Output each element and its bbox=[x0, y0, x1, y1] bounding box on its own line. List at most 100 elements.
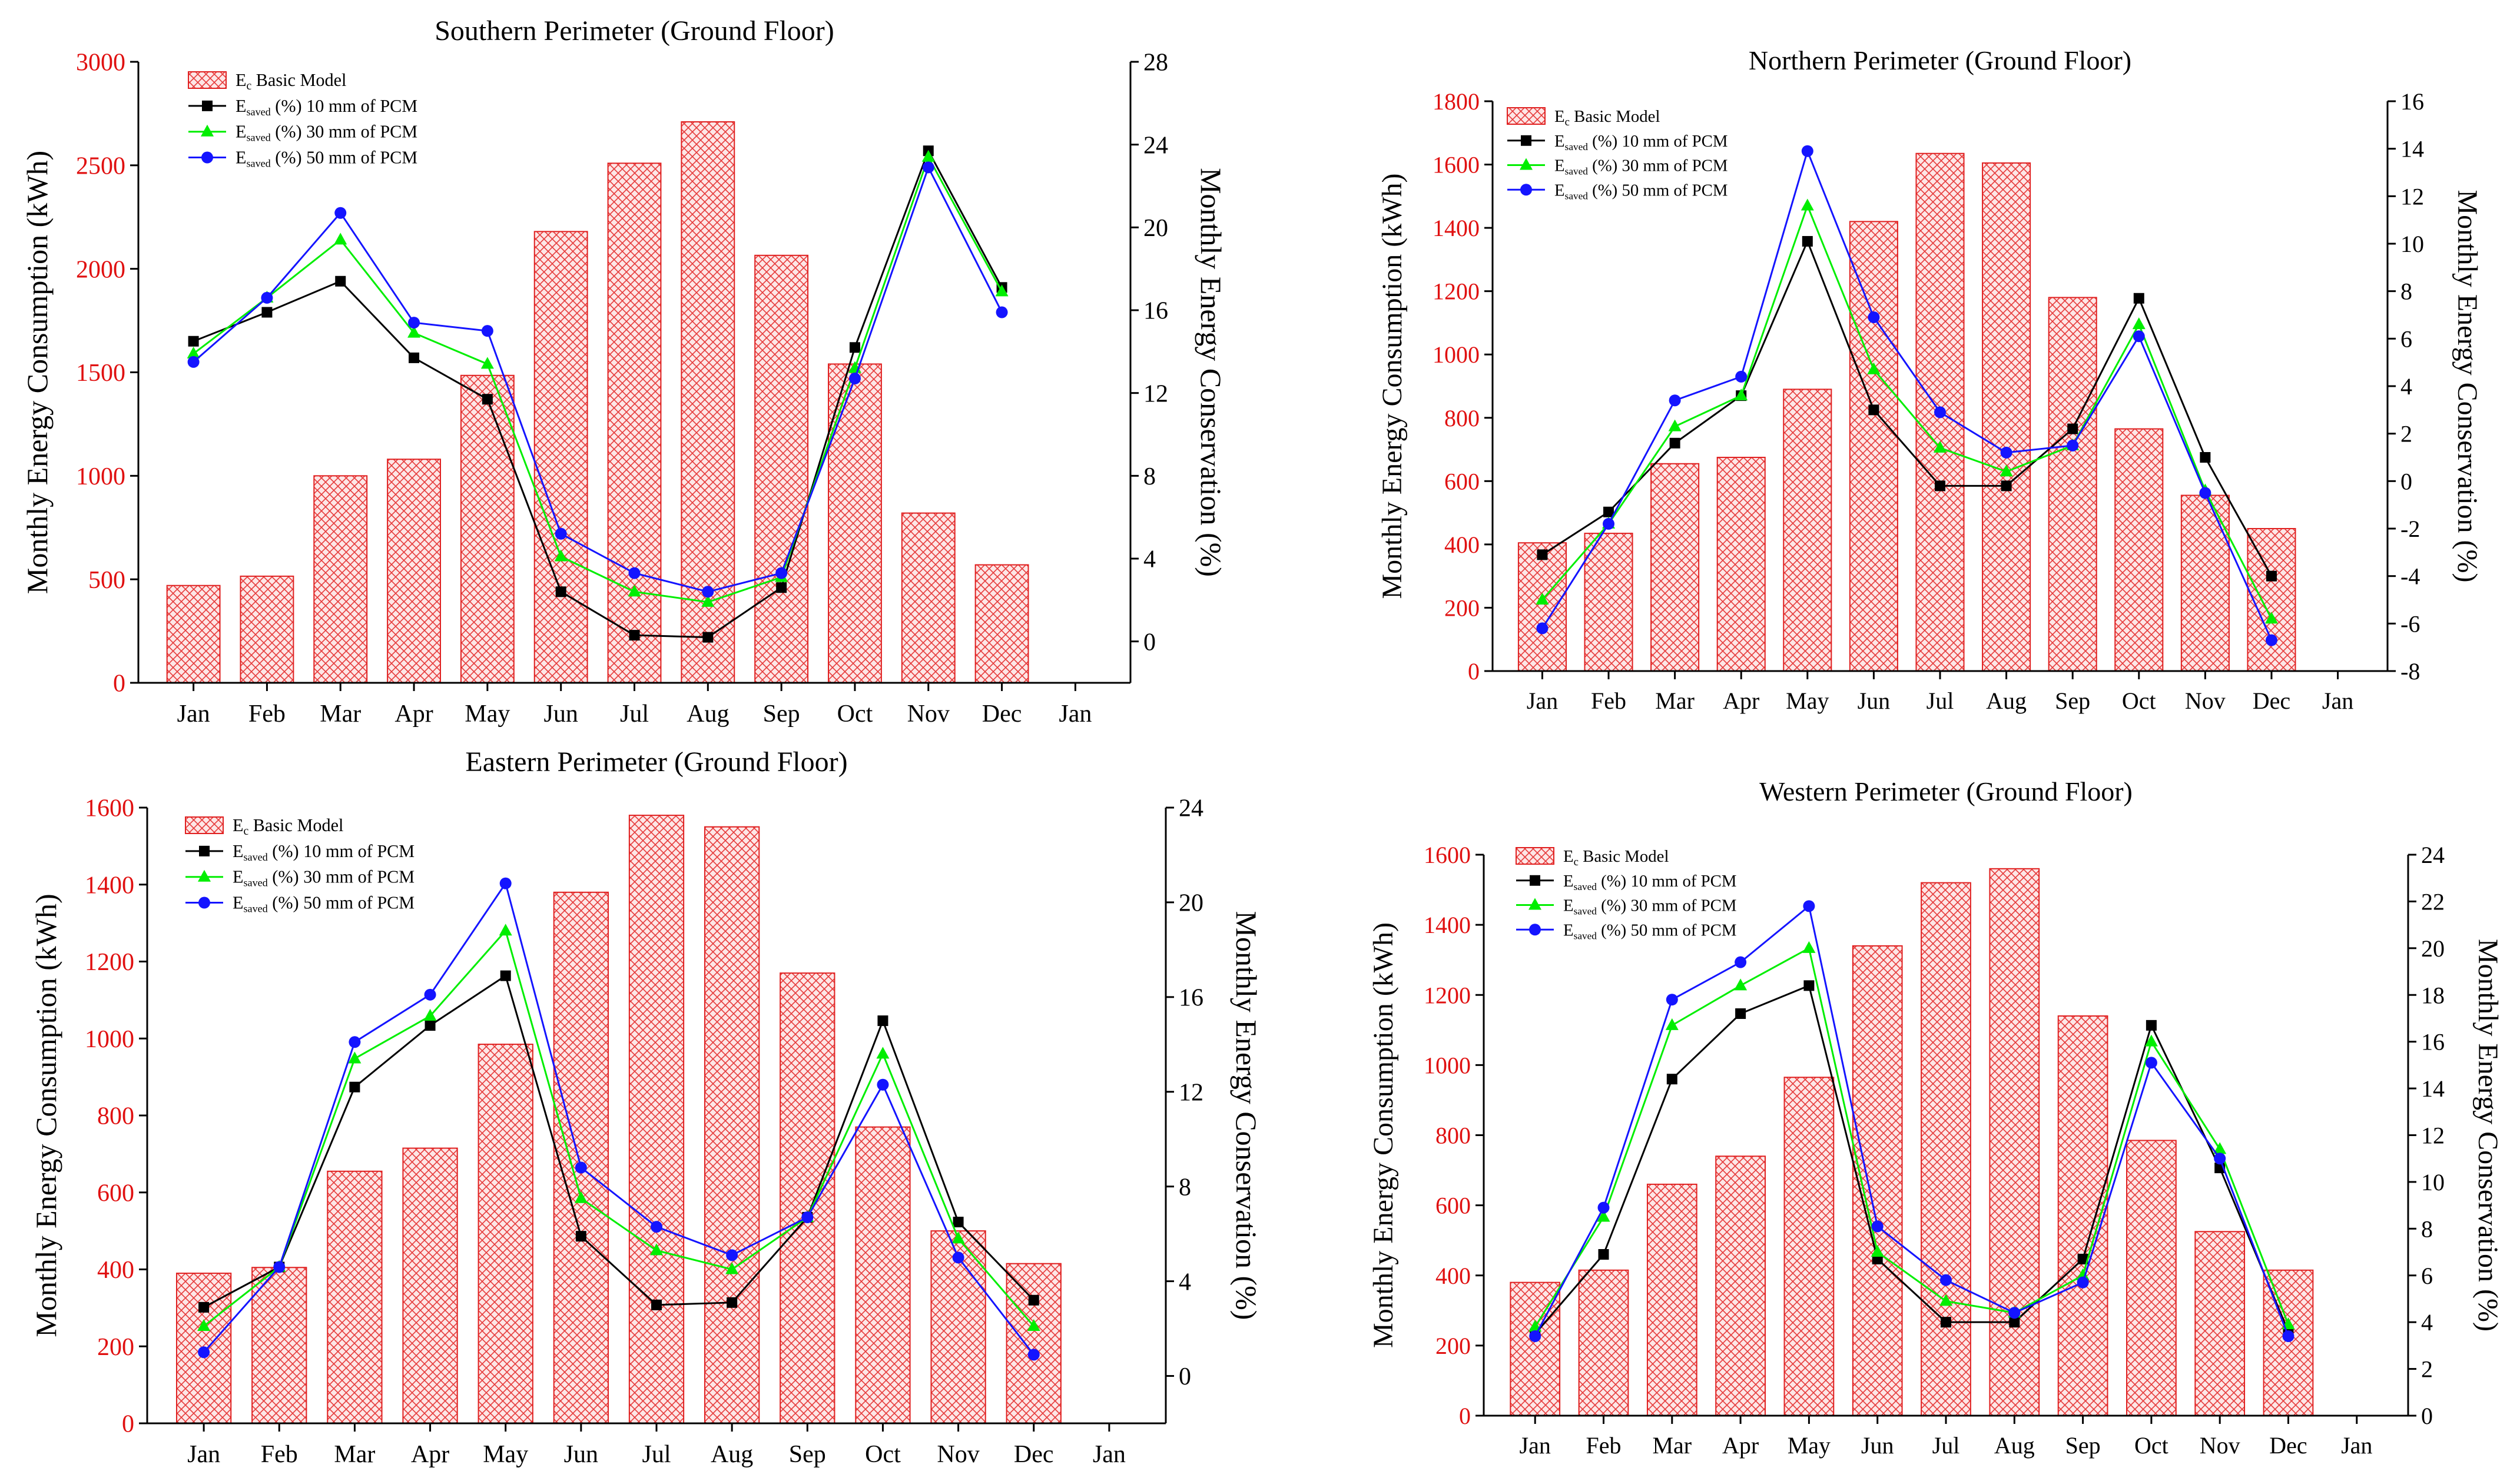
x-tick-label: Sep bbox=[2055, 688, 2090, 714]
y-tick-label-right: 16 bbox=[2400, 88, 2424, 115]
series-3-point bbox=[1803, 900, 1815, 912]
y-tick-label-left: 400 bbox=[1435, 1263, 1471, 1289]
series-2-point bbox=[1801, 198, 1814, 211]
series-2-point bbox=[2000, 464, 2013, 477]
series-3-point bbox=[2067, 439, 2079, 451]
y-tick-label-right: 18 bbox=[2421, 982, 2445, 1008]
x-tick-label: Apr bbox=[411, 1441, 449, 1468]
x-tick-label: Aug bbox=[711, 1441, 753, 1468]
bar-feb bbox=[1578, 1269, 1629, 1417]
series-1-point bbox=[702, 632, 714, 643]
series-3-point bbox=[424, 988, 436, 1001]
y-tick-label-right: 12 bbox=[1179, 1079, 1203, 1106]
series-3-point bbox=[187, 356, 200, 368]
y-axis-label-left: Monthly Energy Consumption (kWh) bbox=[1368, 922, 1399, 1348]
y-tick-label-right: 12 bbox=[1143, 380, 1168, 407]
series-1-point bbox=[1028, 1294, 1039, 1306]
y-tick-label-left: 1400 bbox=[85, 872, 134, 899]
x-tick-label: Nov bbox=[2200, 1432, 2240, 1459]
y-tick-label-right: 24 bbox=[1143, 132, 1168, 159]
y-tick-label-left: 400 bbox=[1444, 532, 1480, 558]
bar-aug bbox=[1982, 162, 2031, 672]
series-3-point bbox=[628, 567, 641, 579]
chart-title: Southern Perimeter (Ground Floor) bbox=[435, 15, 834, 47]
series-1-point bbox=[849, 342, 860, 353]
series-3-point bbox=[775, 567, 788, 579]
series-3-point bbox=[334, 207, 347, 219]
y-tick-label-left: 2000 bbox=[76, 256, 125, 283]
y-tick-label-right: 4 bbox=[1179, 1269, 1191, 1296]
y-tick-label-left: 600 bbox=[97, 1180, 134, 1207]
bar-aug bbox=[1989, 868, 2040, 1416]
legend-marker-2 bbox=[1520, 158, 1533, 170]
series-3-point bbox=[408, 317, 420, 329]
series-line-3 bbox=[1541, 148, 2273, 641]
x-tick-label: Jan bbox=[187, 1441, 220, 1468]
bar-apr bbox=[402, 1147, 458, 1424]
y-axis-label-right: Monthly Energy Conservation (%) bbox=[2452, 190, 2483, 582]
series-2-point bbox=[2264, 612, 2278, 624]
series-3-point bbox=[1735, 370, 1748, 383]
bar-may bbox=[1783, 1077, 1835, 1417]
y-tick-label-left: 0 bbox=[1459, 1403, 1471, 1429]
series-3-point bbox=[261, 291, 273, 304]
series-1-point bbox=[776, 582, 787, 593]
y-tick-label-right: 6 bbox=[2400, 326, 2412, 352]
series-2-point bbox=[1871, 1245, 1884, 1257]
series-2-point bbox=[2076, 1268, 2090, 1280]
series-3-point bbox=[2077, 1276, 2089, 1289]
series-1-point bbox=[1941, 1317, 1951, 1328]
bar-sep bbox=[2057, 1015, 2108, 1417]
y-tick-label-right: 10 bbox=[2400, 231, 2424, 257]
series-2-point bbox=[1934, 440, 1947, 453]
y-tick-label-left: 1000 bbox=[1433, 341, 1480, 368]
legend-marker-1 bbox=[1521, 135, 1531, 146]
y-tick-label-right: 4 bbox=[2421, 1309, 2433, 1336]
y-axis-label-right: Monthly Energy Conservation (%) bbox=[1195, 168, 1228, 577]
chart-panel-4: Western Perimeter (Ground Floor)02004006… bbox=[1368, 776, 2504, 1459]
y-tick-label-left: 1600 bbox=[1424, 842, 1471, 868]
bar-jun bbox=[1849, 221, 1898, 672]
y-axis-label-right: Monthly Energy Conservation (%) bbox=[2472, 939, 2504, 1331]
y-tick-label-left: 1200 bbox=[85, 949, 134, 976]
legend-label-series-1: Esaved (%) 10 mm of PCM bbox=[236, 96, 417, 118]
legend-marker-3 bbox=[198, 896, 210, 909]
y-tick-label-right: 4 bbox=[1143, 546, 1156, 573]
bar-jul bbox=[628, 815, 685, 1424]
bar-feb bbox=[251, 1267, 307, 1424]
y-tick-label-right: 4 bbox=[2400, 373, 2412, 400]
y-tick-label-right: 2 bbox=[2421, 1356, 2433, 1383]
series-line-1 bbox=[193, 148, 1003, 639]
x-tick-label: Dec bbox=[1014, 1441, 1054, 1468]
y-tick-label-left: 1500 bbox=[76, 360, 125, 387]
y-tick-label-left: 800 bbox=[97, 1103, 134, 1130]
y-tick-label-left: 1000 bbox=[76, 463, 125, 490]
series-2-point bbox=[1867, 362, 1881, 374]
series-1-point bbox=[1669, 437, 1680, 449]
series-3-point bbox=[1940, 1274, 1952, 1286]
y-tick-label-right: 0 bbox=[2421, 1403, 2433, 1429]
bar-may bbox=[1783, 388, 1832, 672]
series-3-point bbox=[1603, 517, 1615, 530]
series-1-point bbox=[335, 275, 346, 287]
legend-marker-2 bbox=[201, 124, 214, 137]
series-3-point bbox=[726, 1249, 738, 1261]
series-2-point bbox=[407, 326, 421, 338]
x-tick-label: Jan bbox=[2322, 688, 2353, 714]
series-1-point bbox=[555, 586, 566, 597]
bar-oct bbox=[828, 363, 882, 683]
y-tick-label-left: 1800 bbox=[1433, 88, 1480, 115]
bar-dec bbox=[974, 564, 1029, 683]
bar-oct bbox=[2126, 1140, 2177, 1416]
x-tick-label: Jan bbox=[1059, 700, 1092, 728]
x-tick-label: Jan bbox=[1520, 1432, 1551, 1459]
y-tick-label-right: 8 bbox=[2421, 1216, 2433, 1242]
series-1-point bbox=[1868, 404, 1879, 416]
series-2-point bbox=[187, 346, 200, 358]
series-2-point bbox=[1536, 593, 1549, 605]
bar-oct bbox=[855, 1126, 911, 1424]
series-2-point bbox=[1735, 388, 1748, 401]
series-1-point bbox=[1537, 549, 1548, 560]
bar-jun bbox=[553, 891, 609, 1424]
bar-dec bbox=[1006, 1263, 1062, 1424]
